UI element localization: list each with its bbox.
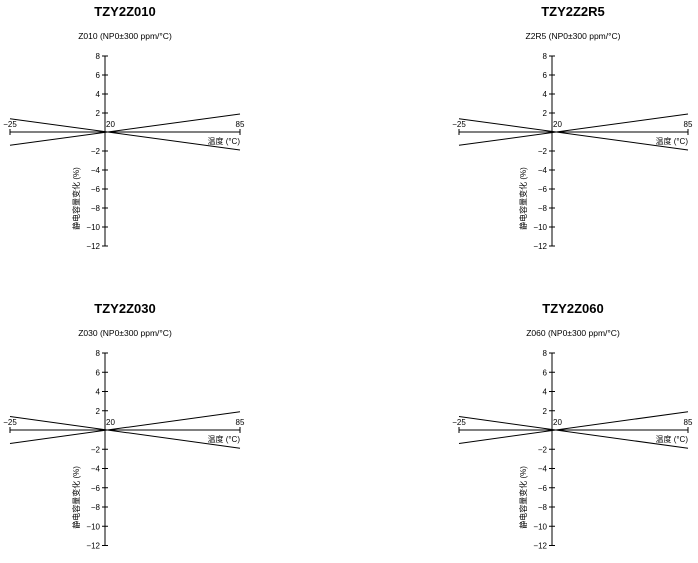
chart-panel: TZY2Z010 Z010 (NP0±300 ppm/°C) 8 6 4 2 −2 −4 −6 −… (3, 4, 245, 251)
y-tick-label: −6 (91, 185, 101, 194)
x-tick-label: 85 (684, 120, 693, 129)
y-tick-label: 6 (543, 71, 548, 80)
x-tick-label: 20 (106, 418, 115, 427)
chart-subtitle: Z2R5 (NP0±300 ppm/°C) (526, 31, 621, 41)
y-tick-label: 8 (543, 349, 548, 358)
y-tick-label: −10 (86, 522, 100, 531)
chart-panel: TZY2Z030 Z030 (NP0±300 ppm/°C) 8 6 4 2 −2 −4 −6 −… (3, 301, 245, 551)
y-tick-label: 4 (543, 90, 548, 99)
series-line-upper (9, 411, 241, 444)
chart-panel: TZY2Z2R5 Z2R5 (NP0±300 ppm/°C) 8 6 4 2 −2 −4 −6 −… (452, 4, 693, 251)
y-tick-label: −2 (91, 147, 101, 156)
y-tick-label: −12 (533, 542, 547, 551)
x-tick-label: −25 (3, 120, 17, 129)
chart-title: TZY2Z060 (542, 301, 603, 316)
x-tick-label: 85 (684, 418, 693, 427)
x-tick-label: 20 (553, 120, 562, 129)
y-tick-label: 6 (96, 368, 101, 377)
x-tick-label: 20 (106, 120, 115, 129)
y-tick-label: −8 (538, 503, 548, 512)
x-axis-label: 温度 (°C) (207, 136, 240, 146)
chart-subtitle: Z060 (NP0±300 ppm/°C) (526, 328, 620, 338)
x-tick-label: −25 (452, 418, 466, 427)
chart-title: TZY2Z010 (94, 4, 155, 19)
y-tick-label: −10 (86, 223, 100, 232)
chart-title: TZY2Z2R5 (541, 4, 605, 19)
x-axis-label: 温度 (°C) (207, 434, 240, 444)
y-axis-label: 静电容量变化 (%) (518, 466, 528, 529)
series-line-lower (9, 118, 241, 151)
y-tick-label: −4 (91, 166, 101, 175)
y-tick-label: −6 (91, 484, 101, 493)
y-tick-label: −6 (538, 185, 548, 194)
y-tick-label: 6 (543, 368, 548, 377)
chart-subtitle: Z030 (NP0±300 ppm/°C) (78, 328, 172, 338)
series-line-lower (458, 118, 689, 151)
series-line-lower (9, 416, 241, 449)
y-tick-label: 8 (96, 349, 101, 358)
y-tick-label: −8 (91, 204, 101, 213)
y-tick-label: 4 (543, 388, 548, 397)
y-tick-label: 6 (96, 71, 101, 80)
y-tick-label: −2 (538, 147, 548, 156)
x-tick-label: 85 (236, 120, 245, 129)
x-tick-label: 20 (553, 418, 562, 427)
chart-title: TZY2Z030 (94, 301, 155, 316)
y-tick-label: 8 (543, 52, 548, 61)
series-line-upper (9, 113, 241, 146)
x-axis-label: 温度 (°C) (655, 434, 688, 444)
y-tick-label: −10 (533, 223, 547, 232)
y-tick-label: −2 (91, 445, 101, 454)
y-tick-label: −4 (538, 166, 548, 175)
y-tick-label: 4 (96, 388, 101, 397)
y-tick-label: −12 (86, 242, 100, 251)
x-tick-label: −25 (452, 120, 466, 129)
series-line-upper (458, 113, 689, 146)
y-tick-label: 2 (543, 109, 548, 118)
y-tick-label: −8 (91, 503, 101, 512)
y-tick-label: 2 (96, 407, 101, 416)
y-axis-label: 静电容量变化 (%) (71, 167, 81, 230)
y-tick-label: −8 (538, 204, 548, 213)
y-tick-label: −10 (533, 522, 547, 531)
y-tick-label: −12 (533, 242, 547, 251)
series-line-upper (458, 411, 689, 444)
y-axis-label: 静电容量变化 (%) (518, 167, 528, 230)
chart-subtitle: Z010 (NP0±300 ppm/°C) (78, 31, 172, 41)
y-tick-label: −12 (86, 542, 100, 551)
y-tick-label: 2 (96, 109, 101, 118)
x-tick-label: 85 (236, 418, 245, 427)
chart-panel: TZY2Z060 Z060 (NP0±300 ppm/°C) 8 6 4 2 −2 −4 −6 −… (452, 301, 693, 551)
y-tick-label: −6 (538, 484, 548, 493)
x-tick-label: −25 (3, 418, 17, 427)
y-tick-label: 2 (543, 407, 548, 416)
y-tick-label: −4 (538, 465, 548, 474)
y-tick-label: −4 (91, 465, 101, 474)
y-tick-label: 4 (96, 90, 101, 99)
y-tick-label: −2 (538, 445, 548, 454)
y-tick-label: 8 (96, 52, 101, 61)
y-axis-label: 静电容量变化 (%) (71, 466, 81, 529)
x-axis-label: 温度 (°C) (655, 136, 688, 146)
series-line-lower (458, 416, 689, 449)
